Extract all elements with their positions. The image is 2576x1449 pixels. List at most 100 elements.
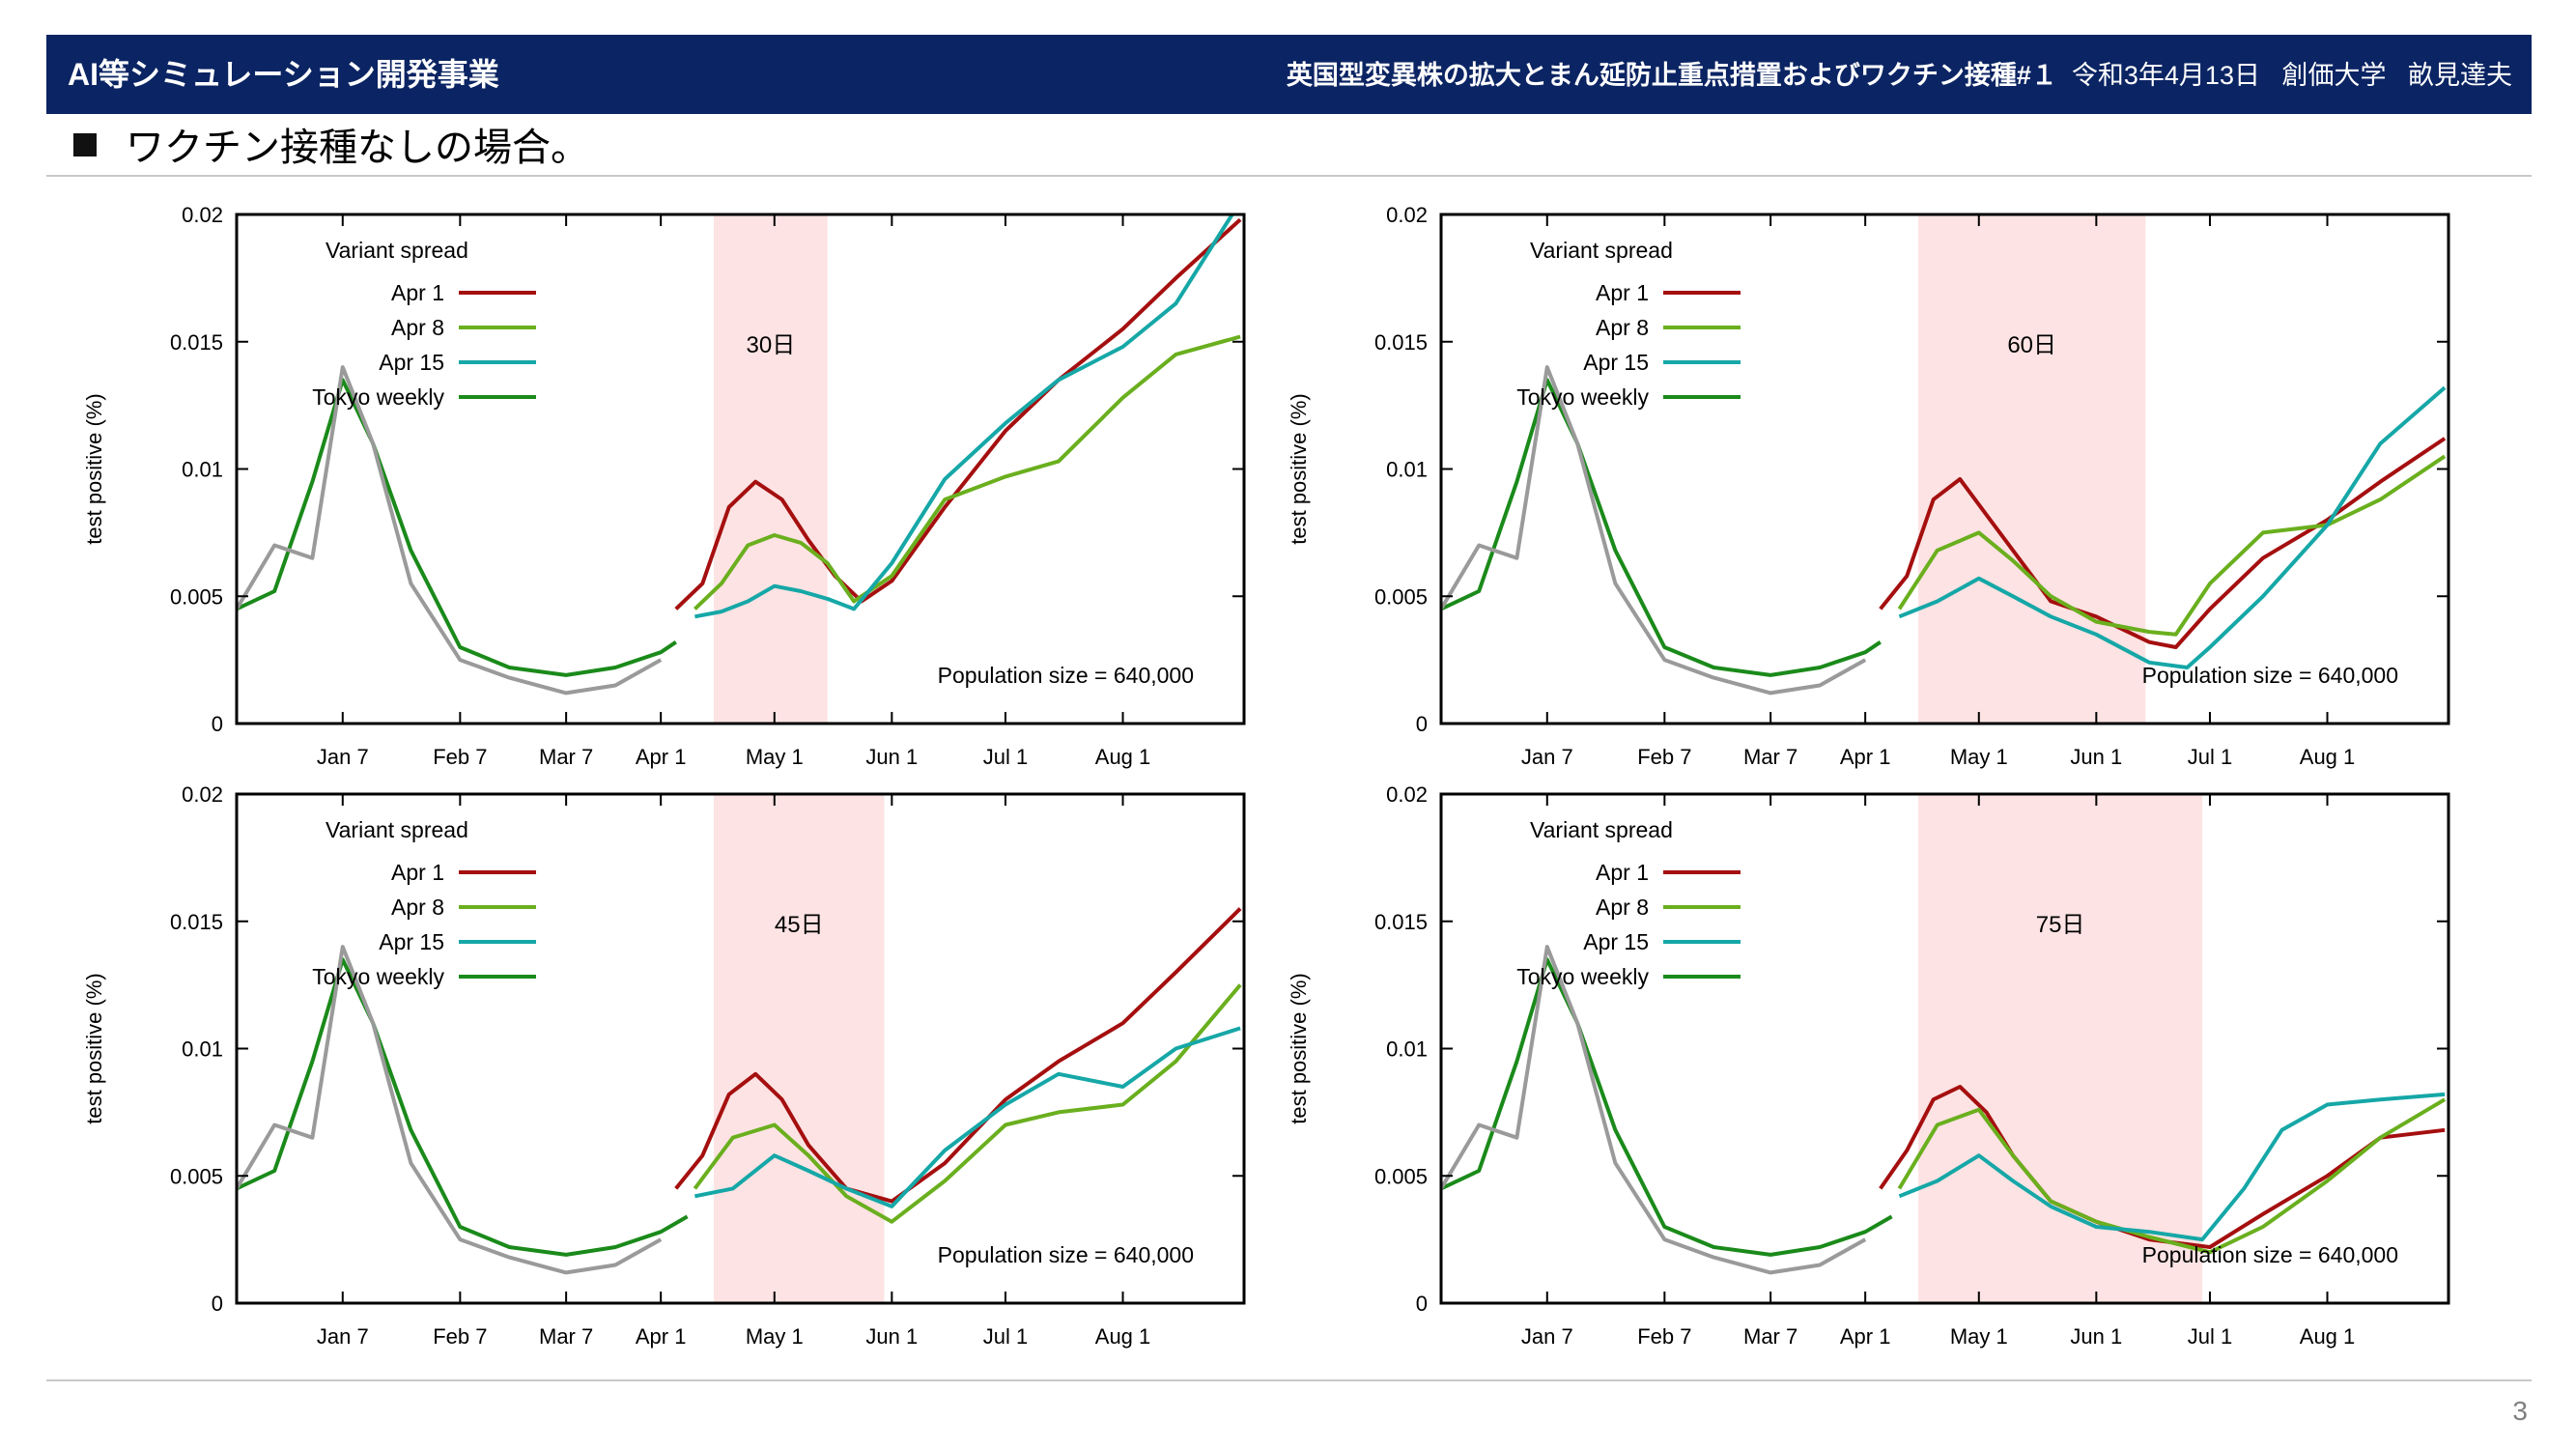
- series-line-observed: [237, 365, 663, 696]
- y-tick-label: 0.015: [1374, 910, 1428, 934]
- slide-header: AI等シミュレーション開発事業 英国型変異株の拡大とまん延防止重点措置およびワク…: [46, 35, 2532, 114]
- series-line-apr-15: [694, 214, 1235, 619]
- y-tick-label: 0.01: [1386, 458, 1428, 482]
- y-tick-label: 0.01: [182, 1037, 223, 1062]
- population-annotation: Population size = 640,000: [2142, 1242, 2398, 1267]
- legend-label: Apr 8: [391, 895, 444, 920]
- chart-panel-4: 75日 0 0.005 0.01 0.015 0.02 Jan 7 Feb 7 Mar 7 Apr…: [1287, 782, 2450, 1349]
- x-tick-label: Jul 1: [983, 745, 1028, 769]
- y-tick-label: 0: [212, 712, 223, 736]
- legend-label: Tokyo weekly: [312, 964, 444, 989]
- y-tick-label: 0.02: [182, 782, 223, 807]
- legend-label: Apr 15: [1583, 929, 1649, 954]
- y-tick-label: 0.02: [1386, 203, 1428, 227]
- legend-label: Apr 1: [391, 860, 444, 885]
- series-line-observed: [1441, 365, 1867, 696]
- mitigation-period-band: [1918, 214, 2146, 724]
- x-tick-label: May 1: [1950, 1324, 2008, 1349]
- x-tick-label: Mar 7: [539, 1324, 593, 1349]
- legend-label: Tokyo weekly: [312, 384, 444, 410]
- project-title: AI等シミュレーション開発事業: [68, 57, 499, 92]
- legend-label: Apr 8: [391, 315, 444, 340]
- mitigation-period-band: [714, 794, 885, 1303]
- legend-label: Apr 8: [1596, 895, 1649, 920]
- mitigation-period-band: [714, 214, 828, 724]
- x-tick-label: Jul 1: [983, 1324, 1028, 1349]
- legend-label: Apr 15: [379, 350, 444, 375]
- population-annotation: Population size = 640,000: [938, 663, 1194, 688]
- x-tick-label: Jun 1: [2070, 745, 2122, 769]
- x-tick-label: Jul 1: [2188, 745, 2232, 769]
- y-tick-label: 0.005: [1374, 584, 1428, 609]
- affiliation: 創価大学: [2281, 61, 2387, 90]
- x-tick-label: Mar 7: [1743, 745, 1798, 769]
- x-tick-label: Aug 1: [1095, 1324, 1151, 1349]
- mitigation-period-band: [1918, 794, 2203, 1303]
- x-tick-label: Mar 7: [539, 745, 593, 769]
- legend-label: Apr 1: [1596, 280, 1649, 305]
- top-divider: [46, 175, 2532, 177]
- x-tick-label: Jan 7: [317, 745, 369, 769]
- header-right: 英国型変異株の拡大とまん延防止重点措置およびワクチン接種#１ 令和3年4月13日…: [1287, 54, 2512, 92]
- series-line-observed: [1441, 945, 1867, 1275]
- x-tick-label: Feb 7: [1637, 1324, 1691, 1349]
- legend-title: Variant spread: [326, 817, 468, 842]
- y-tick-label: 0.01: [182, 458, 223, 482]
- y-axis-label: test positive (%): [82, 973, 106, 1124]
- y-tick-label: 0.015: [170, 910, 223, 934]
- subtitle-text: ワクチン接種なしの場合。: [126, 127, 589, 169]
- series-line-tokyo-weekly: [237, 378, 677, 677]
- population-annotation: Population size = 640,000: [2142, 663, 2398, 688]
- x-tick-label: May 1: [746, 1324, 804, 1349]
- y-tick-label: 0.005: [170, 1164, 223, 1188]
- series-line-observed: [237, 945, 663, 1275]
- series-line-apr-15: [694, 1026, 1241, 1208]
- page-number: 3: [2512, 1396, 2528, 1426]
- y-tick-label: 0: [212, 1292, 223, 1316]
- legend-label: Apr 1: [1596, 860, 1649, 885]
- y-axis-label: test positive (%): [1287, 973, 1311, 1124]
- x-tick-label: Apr 1: [636, 1324, 687, 1349]
- population-annotation: Population size = 640,000: [938, 1242, 1194, 1267]
- y-tick-label: 0: [1416, 712, 1428, 736]
- series-line-apr-1: [1879, 437, 2447, 649]
- bottom-divider: [46, 1379, 2532, 1381]
- y-tick-label: 0.02: [1386, 782, 1428, 807]
- y-tick-label: 0.005: [1374, 1164, 1428, 1188]
- x-tick-label: May 1: [1950, 745, 2008, 769]
- legend-title: Variant spread: [1530, 238, 1673, 263]
- legend-label: Apr 8: [1596, 315, 1649, 340]
- x-tick-label: Jun 1: [2070, 1324, 2122, 1349]
- x-tick-label: Jan 7: [317, 1324, 369, 1349]
- x-tick-label: Feb 7: [433, 1324, 487, 1349]
- legend-label: Tokyo weekly: [1516, 384, 1649, 410]
- x-tick-label: Apr 1: [1840, 745, 1891, 769]
- slide-subtitle: ワクチン接種なしの場合。: [73, 116, 589, 172]
- legend-title: Variant spread: [326, 238, 468, 263]
- legend-label: Apr 15: [379, 929, 444, 954]
- series-line-tokyo-weekly: [237, 957, 689, 1257]
- series-line-tokyo-weekly: [1441, 957, 1893, 1257]
- x-tick-label: Jan 7: [1521, 1324, 1573, 1349]
- x-tick-label: Mar 7: [1743, 1324, 1798, 1349]
- band-label: 45日: [775, 912, 824, 938]
- y-axis-label: test positive (%): [82, 393, 106, 545]
- legend-title: Variant spread: [1530, 817, 1673, 842]
- chart-panel-1: 30日 0 0.005 0.01 0.015 0.02 Jan 7 Feb 7 Mar 7 Apr…: [82, 203, 1246, 769]
- band-label: 30日: [747, 332, 796, 358]
- x-tick-label: May 1: [746, 745, 804, 769]
- x-tick-label: Aug 1: [1095, 745, 1151, 769]
- y-tick-label: 0.02: [182, 203, 223, 227]
- legend-label: Apr 1: [391, 280, 444, 305]
- x-tick-label: Apr 1: [636, 745, 687, 769]
- x-tick-label: Feb 7: [1637, 745, 1691, 769]
- y-axis-label: test positive (%): [1287, 393, 1311, 545]
- x-tick-label: Feb 7: [433, 745, 487, 769]
- band-label: 60日: [2007, 332, 2056, 358]
- legend-label: Apr 15: [1583, 350, 1649, 375]
- x-tick-label: Jun 1: [865, 1324, 918, 1349]
- y-tick-label: 0.015: [170, 330, 223, 355]
- y-tick-label: 0.015: [1374, 330, 1428, 355]
- author: 畝見達夫: [2408, 61, 2512, 90]
